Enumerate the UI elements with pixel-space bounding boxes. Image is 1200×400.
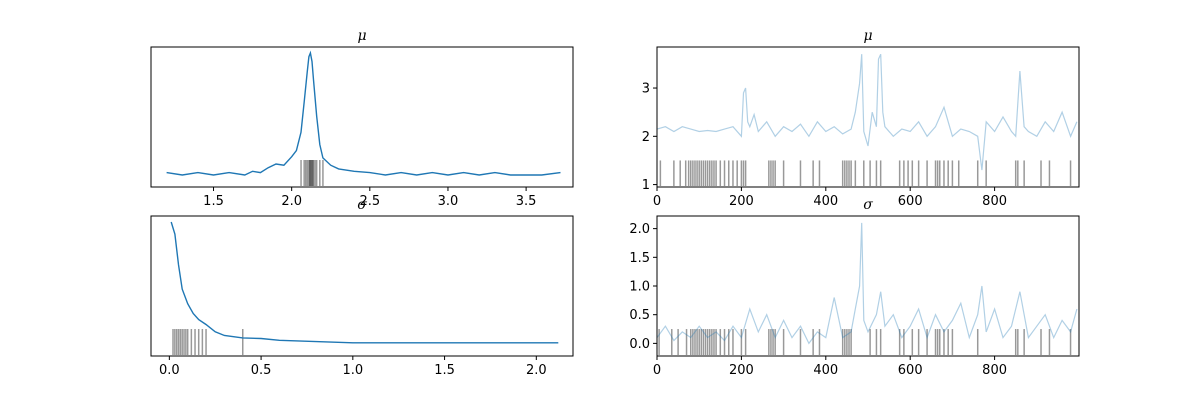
panel-title: μ xyxy=(357,28,366,44)
x-tick-label: 600 xyxy=(898,194,923,209)
rug-marks xyxy=(172,329,244,355)
axes-frame xyxy=(150,215,574,357)
y-tick-label: 2.0 xyxy=(629,222,650,237)
panel-title: μ xyxy=(863,28,872,44)
x-tick-label: 200 xyxy=(729,363,754,378)
x-tick-label: 0 xyxy=(653,363,661,378)
panel-title: σ xyxy=(863,197,873,213)
y-tick-label: 1.0 xyxy=(629,280,650,295)
panel-trace-sigma: σ 0 200 400 600 800 0.0 0.5 1.0 1.5 2.0 xyxy=(629,197,1080,378)
kde-line xyxy=(166,50,561,176)
x-tick-label: 1.5 xyxy=(434,363,455,378)
x-tick-label: 2.0 xyxy=(281,194,302,209)
x-tick-label: 400 xyxy=(813,363,838,378)
y-tick-label: 1 xyxy=(642,178,650,193)
panel-kde-sigma: σ 0.0 0.5 1.0 1.5 2.0 xyxy=(150,197,574,378)
panel-kde-mu: μ 1.5 2.0 2.5 3.0 3.5 xyxy=(150,28,574,209)
x-tick-label: 0.0 xyxy=(159,363,180,378)
x-tick-label: 800 xyxy=(982,194,1007,209)
x-tick-label: 1.0 xyxy=(342,363,363,378)
x-tick-label: 200 xyxy=(729,194,754,209)
x-tick-label: 0.5 xyxy=(251,363,272,378)
rug-marks xyxy=(300,160,324,186)
axes-frame xyxy=(656,46,1080,188)
y-tick-label: 0.5 xyxy=(629,308,650,323)
x-tick-label: 400 xyxy=(813,194,838,209)
trace-line xyxy=(656,53,1078,171)
y-tick-label: 0.0 xyxy=(629,337,650,352)
x-tick-label: 3.5 xyxy=(516,194,537,209)
y-tick-label: 2 xyxy=(642,130,650,145)
axes-frame xyxy=(150,46,574,188)
panel-title: σ xyxy=(357,197,367,213)
x-tick-label: 600 xyxy=(898,363,923,378)
x-tick-label: 3.0 xyxy=(438,194,459,209)
y-tick-label: 3 xyxy=(642,82,650,97)
rug-marks xyxy=(658,329,1072,355)
x-tick-label: 1.5 xyxy=(203,194,224,209)
rug-marks xyxy=(659,160,1072,186)
x-tick-label: 2.5 xyxy=(359,194,380,209)
panel-trace-mu: μ 0 200 400 600 800 1 2 3 xyxy=(642,28,1080,209)
x-tick-label: 800 xyxy=(982,363,1007,378)
trace-line xyxy=(656,222,1078,345)
kde-line xyxy=(170,221,559,344)
x-tick-label: 2.0 xyxy=(526,363,547,378)
y-tick-label: 1.5 xyxy=(629,251,650,266)
x-tick-label: 0 xyxy=(653,194,661,209)
